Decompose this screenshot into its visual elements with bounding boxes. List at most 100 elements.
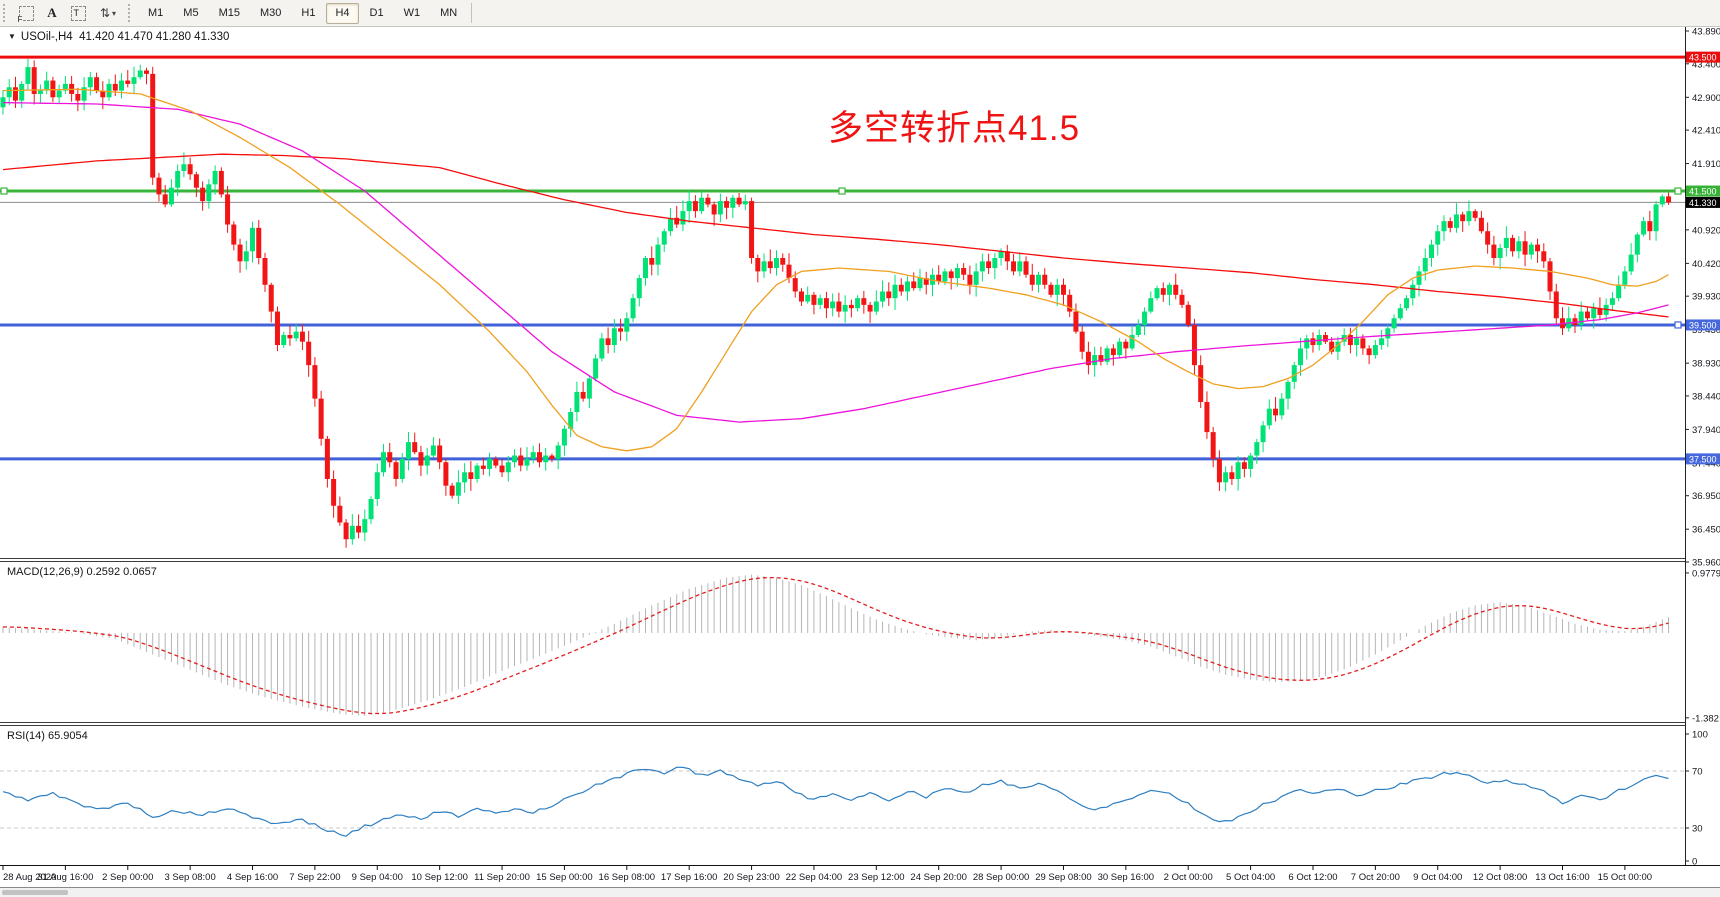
macd-signal-line	[2, 576, 1669, 715]
line-handle[interactable]	[0, 187, 8, 195]
svg-text:38.440: 38.440	[1692, 391, 1720, 402]
svg-text:39.500: 39.500	[1689, 320, 1717, 330]
svg-text:37.500: 37.500	[1689, 454, 1717, 464]
svg-text:42.900: 42.900	[1692, 93, 1720, 104]
line-handle[interactable]	[838, 187, 846, 195]
price-badge-41.500	[1686, 185, 1720, 197]
svg-text:9 Sep 04:00: 9 Sep 04:00	[352, 872, 403, 883]
chevron-down-icon: ▾	[112, 8, 117, 18]
chart-title: ▼ USOil-,H4 41.420 41.470 41.280 41.330	[8, 31, 229, 43]
svg-text:9 Oct 04:00: 9 Oct 04:00	[1413, 872, 1462, 883]
timeframe-group: M1 M5 M15 M30 H1 H4 D1 W1 MN	[138, 0, 467, 27]
svg-text:41.500: 41.500	[1689, 187, 1717, 197]
svg-text:41.910: 41.910	[1692, 159, 1720, 170]
timeframe-button-mn[interactable]: MN	[440, 6, 458, 19]
svg-text:10 Sep 12:00: 10 Sep 12:00	[411, 872, 468, 883]
fibonacci-tool-button[interactable]: F	[13, 2, 39, 24]
svg-text:13 Oct 16:00: 13 Oct 16:00	[1535, 872, 1589, 883]
symbol-period-label: USOil-,H4	[20, 31, 73, 43]
svg-text:7 Sep 22:00: 7 Sep 22:00	[289, 872, 340, 883]
svg-text:37.940: 37.940	[1692, 425, 1720, 436]
svg-text:16 Sep 08:00: 16 Sep 08:00	[599, 872, 656, 883]
svg-text:0.9779: 0.9779	[1692, 568, 1720, 579]
price-badge-39.500	[1686, 319, 1720, 331]
svg-text:36.450: 36.450	[1692, 525, 1720, 536]
svg-text:0: 0	[1692, 857, 1697, 868]
macd-indicator-label: MACD(12,26,9) 0.2592 0.0657	[7, 566, 157, 578]
timeframe-button-d1[interactable]: D1	[369, 6, 384, 19]
rsi-indicator-label: RSI(14) 65.9054	[7, 730, 88, 742]
svg-text:6 Oct 12:00: 6 Oct 12:00	[1288, 872, 1337, 883]
svg-text:70: 70	[1692, 767, 1703, 778]
svg-text:2 Oct 00:00: 2 Oct 00:00	[1164, 872, 1213, 883]
svg-text:7 Oct 20:00: 7 Oct 20:00	[1351, 872, 1400, 883]
timeframe-button-h4[interactable]: H4	[326, 2, 359, 24]
svg-text:28 Sep 00:00: 28 Sep 00:00	[973, 872, 1030, 883]
svg-text:4 Sep 16:00: 4 Sep 16:00	[227, 872, 278, 883]
top-toolbar: F A T ⇅ ▾ M1 M5 M15 M30 H1 H4 D1 W1 MN	[0, 0, 1720, 27]
svg-text:-1.382: -1.382	[1692, 713, 1719, 724]
rsi-pane: 100 70 30 0	[0, 730, 1708, 868]
macd-pane: 0.9779 -1.382	[2, 568, 1720, 724]
horizontal-lines[interactable]	[0, 55, 1685, 461]
svg-text:3 Sep 08:00: 3 Sep 08:00	[165, 872, 216, 883]
svg-text:11 Sep 20:00: 11 Sep 20:00	[474, 872, 530, 883]
price-badge-43.500	[1686, 51, 1720, 63]
svg-text:43.500: 43.500	[1689, 53, 1717, 63]
line-handle[interactable]	[1674, 321, 1682, 329]
fibonacci-icon: F	[17, 5, 34, 24]
arrows-icon: ⇅	[99, 6, 111, 20]
ma-red	[2, 153, 1669, 318]
ma-orange	[2, 88, 1669, 452]
rsi-line	[2, 766, 1669, 837]
toolbar-separator	[471, 3, 473, 23]
chart-annotation: 多空转折点41.5	[828, 109, 1081, 148]
text-label-icon: A	[47, 5, 57, 20]
text-tool-button[interactable]: T	[65, 2, 91, 24]
svg-text:15 Sep 00:00: 15 Sep 00:00	[536, 872, 593, 883]
svg-text:43.400: 43.400	[1692, 59, 1720, 70]
svg-text:30: 30	[1692, 824, 1703, 835]
svg-text:40.920: 40.920	[1692, 225, 1720, 236]
svg-text:30 Sep 16:00: 30 Sep 16:00	[1098, 872, 1155, 883]
timeframe-button-m15[interactable]: M15	[218, 6, 240, 19]
timeframe-button-m1[interactable]: M1	[148, 6, 164, 19]
svg-text:2 Sep 00:00: 2 Sep 00:00	[102, 872, 153, 883]
timeframe-button-h1[interactable]: H1	[301, 6, 316, 19]
scrollbar-thumb[interactable]	[2, 890, 68, 895]
svg-text:35.960: 35.960	[1692, 558, 1720, 569]
svg-text:17 Sep 16:00: 17 Sep 16:00	[661, 872, 718, 883]
candles	[0, 59, 1672, 548]
svg-text:42.410: 42.410	[1692, 126, 1720, 137]
timeframe-button-w1[interactable]: W1	[403, 6, 421, 19]
toolbar-grip[interactable]	[3, 4, 8, 22]
ma-magenta	[2, 101, 1669, 423]
svg-text:43.890: 43.890	[1692, 27, 1720, 38]
timeframe-button-m30[interactable]: M30	[259, 6, 282, 19]
svg-text:39.930: 39.930	[1692, 292, 1720, 303]
dropdown-triangle-icon[interactable]: ▼	[8, 32, 16, 41]
svg-text:38.930: 38.930	[1692, 359, 1720, 370]
svg-text:23 Sep 12:00: 23 Sep 12:00	[848, 872, 905, 883]
toolbar-grip[interactable]	[128, 4, 133, 22]
svg-text:24 Sep 20:00: 24 Sep 20:00	[910, 872, 967, 883]
text-label-tool-button[interactable]: A	[39, 2, 65, 24]
svg-text:40.420: 40.420	[1692, 259, 1720, 270]
svg-text:5 Oct 04:00: 5 Oct 04:00	[1226, 872, 1275, 883]
svg-text:29 Sep 08:00: 29 Sep 08:00	[1035, 872, 1092, 883]
arrows-tool-button[interactable]: ⇅ ▾	[91, 2, 125, 24]
price-badge-37.500	[1686, 453, 1720, 465]
timeframe-button-m5[interactable]: M5	[183, 6, 199, 19]
svg-text:15 Oct 00:00: 15 Oct 00:00	[1598, 872, 1652, 883]
svg-text:41.330: 41.330	[1689, 198, 1717, 208]
svg-text:28 Aug 2020: 28 Aug 2020	[3, 872, 56, 883]
price-badge-41.330	[1686, 196, 1720, 208]
line-handle[interactable]	[1674, 187, 1682, 195]
price-axis-labels: 43.890 43.400 42.900 42.410 41.910 40.920 40.4…	[1685, 27, 1720, 569]
svg-text:36.950: 36.950	[1692, 491, 1720, 502]
horizontal-scrollbar[interactable]	[0, 887, 1720, 897]
svg-text:39.430: 39.430	[1692, 325, 1720, 336]
